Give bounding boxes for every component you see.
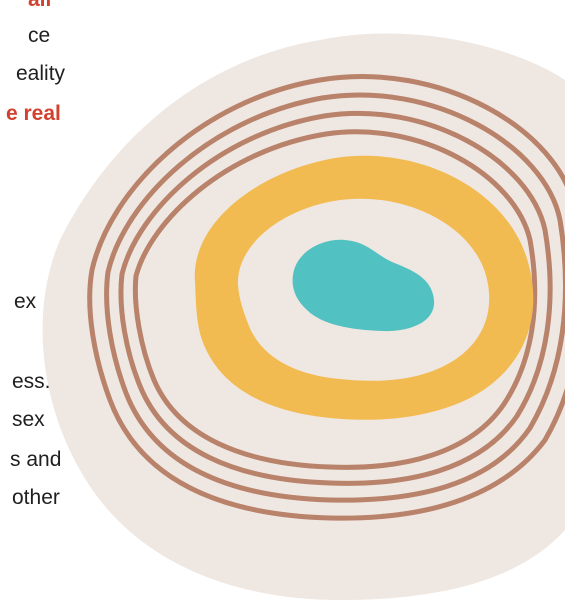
text-line-6: ess. [12, 370, 51, 393]
text-line-1: all [28, 0, 51, 14]
text-line-5: ex [14, 290, 37, 313]
text-line-4: e real [6, 102, 61, 125]
text-line-7: sex [12, 408, 45, 431]
outer-ring-4 [132, 129, 538, 470]
teal-center [292, 239, 435, 332]
outer-ring-1 [87, 74, 565, 521]
text-line-3: eality [16, 62, 66, 85]
outer-ring-2 [104, 92, 565, 503]
text-line-2: ce [28, 24, 51, 47]
outer-ring-3 [118, 110, 553, 486]
text-line-9: other [12, 486, 60, 509]
text-line-8: s and [10, 448, 62, 471]
